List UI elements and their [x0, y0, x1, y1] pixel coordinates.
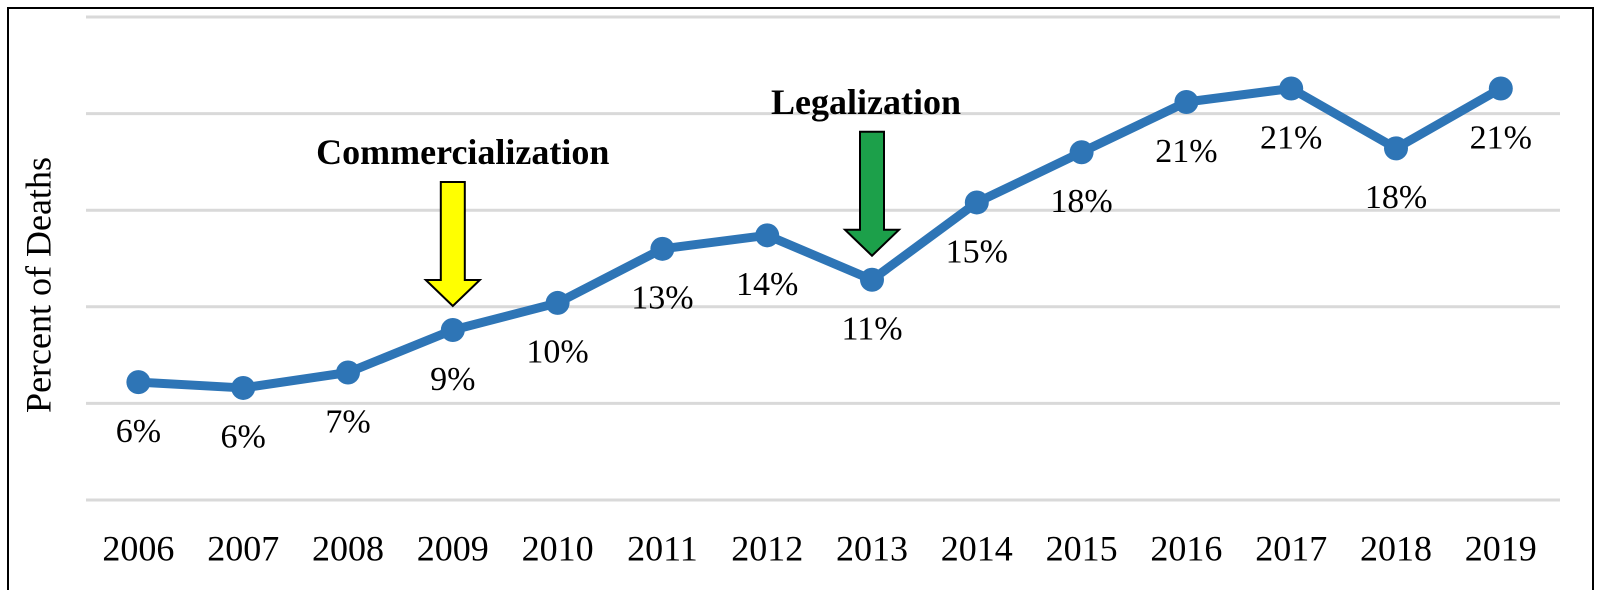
- marker: [1069, 140, 1094, 165]
- data-label: 21%: [1260, 119, 1322, 156]
- x-tick-label: 2012: [731, 528, 803, 568]
- x-tick-label: 2018: [1360, 528, 1432, 568]
- marker: [231, 375, 256, 400]
- x-tick-label: 2014: [941, 528, 1013, 568]
- annotation-text: Commercialization: [316, 132, 609, 172]
- marker: [1384, 136, 1408, 161]
- data-label: 6%: [116, 413, 161, 450]
- line: [138, 83, 1504, 393]
- marker: [440, 317, 465, 342]
- annotation-text: Legalization: [771, 82, 961, 122]
- x-tick-label: 2006: [102, 528, 174, 568]
- x-tick-label: 2010: [522, 528, 594, 568]
- data-label: 21%: [1155, 133, 1217, 170]
- marker: [650, 236, 675, 261]
- x-tick-label: 2015: [1046, 528, 1118, 568]
- y-axis-label: Percent of Deaths: [18, 157, 58, 413]
- marker: [1279, 76, 1304, 101]
- x-tick-label: 2013: [836, 528, 908, 568]
- data-label: 18%: [1050, 183, 1112, 220]
- data-label: 15%: [946, 233, 1008, 270]
- marker: [126, 370, 151, 395]
- marker: [336, 360, 360, 385]
- data-label: 18%: [1365, 179, 1427, 216]
- x-tick-label: 2007: [207, 528, 279, 568]
- chart-border: [7, 7, 1594, 590]
- marker: [964, 190, 989, 215]
- data-label: 21%: [1470, 119, 1532, 156]
- data-label: 6%: [221, 419, 266, 456]
- x-tick-label: 2016: [1150, 528, 1222, 568]
- annotation-arrow: [423, 180, 483, 308]
- data-label: 11%: [841, 311, 902, 348]
- x-tick-label: 2008: [312, 528, 384, 568]
- marker: [1174, 90, 1199, 115]
- marker: [860, 267, 884, 292]
- marker: [545, 290, 570, 315]
- data-label: 9%: [430, 361, 475, 398]
- annotation-arrow: [842, 130, 902, 258]
- data-label: 14%: [736, 266, 798, 303]
- x-tick-label: 2011: [627, 528, 698, 568]
- x-tick-label: 2017: [1255, 528, 1327, 568]
- marker: [1488, 76, 1513, 101]
- data-label: 10%: [526, 334, 588, 371]
- data-label: 13%: [631, 280, 693, 317]
- x-tick-label: 2009: [417, 528, 489, 568]
- x-tick-label: 2019: [1465, 528, 1537, 568]
- data-label: 7%: [325, 403, 370, 440]
- marker: [755, 223, 780, 248]
